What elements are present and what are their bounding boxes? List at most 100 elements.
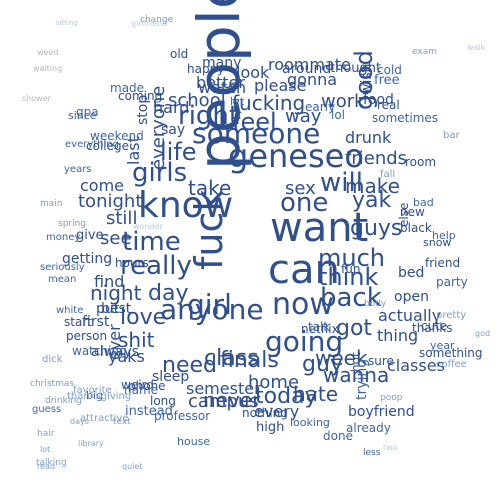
cloud-word: professor: [154, 409, 211, 423]
cloud-word: think: [318, 263, 379, 291]
cloud-word: bed: [398, 265, 425, 281]
cloud-word: many: [202, 55, 242, 71]
cloud-word: start: [64, 315, 92, 329]
cloud-word: look: [236, 63, 270, 82]
cloud-word: put: [96, 301, 120, 317]
cloud-word: girl: [187, 288, 232, 321]
cloud-word: right: [178, 101, 240, 131]
cloud-word: please: [254, 76, 307, 95]
cloud-word: black: [400, 221, 432, 235]
cloud-word: high: [256, 420, 285, 435]
cloud-word: god: [475, 329, 491, 338]
cloud-word: shower: [22, 94, 51, 103]
cloud-word: take: [188, 176, 232, 200]
cloud-word: sex: [285, 178, 316, 199]
cloud-word: person: [66, 329, 108, 343]
cloud-word: work: [321, 91, 365, 112]
cloud-word: year: [430, 339, 455, 352]
cloud-word: make: [345, 174, 400, 198]
cloud-word: girlfriend: [131, 19, 168, 28]
cloud-word: lol: [331, 108, 346, 122]
cloud-word: gonna: [287, 70, 338, 89]
cloud-word: geneseo: [228, 137, 364, 175]
cloud-word: coming: [118, 89, 163, 103]
cloud-word: first: [82, 314, 110, 330]
cloud-word: thought: [330, 61, 382, 76]
cloud-word: time: [122, 227, 181, 257]
cloud-word: money: [46, 232, 81, 243]
cloud-word: home: [248, 372, 300, 393]
cloud-word: watch: [198, 78, 247, 97]
cloud-word: day: [148, 281, 189, 306]
cloud-word: snow: [423, 236, 452, 249]
cloud-word: sure: [368, 354, 394, 368]
cloud-word: someone: [192, 117, 321, 150]
cloud-word: thanks: [412, 321, 453, 335]
cloud-word: girls: [132, 158, 188, 188]
cloud-word: coffee: [436, 359, 467, 370]
cloud-word: know: [138, 185, 234, 226]
cloud-word: feel: [232, 108, 277, 136]
cloud-word: guys: [350, 216, 403, 241]
cloud-word: love: [120, 305, 167, 330]
cloud-word: shit: [118, 328, 155, 352]
cloud-word: roommate: [268, 55, 351, 74]
cloud-word: already: [346, 421, 391, 435]
cloud-word: since: [68, 109, 97, 122]
cloud-word: weed: [37, 48, 59, 57]
cloud-word: read: [37, 462, 56, 471]
cloud-word: poop: [380, 393, 403, 403]
cloud-word: years: [64, 164, 92, 175]
cloud-word: dick: [42, 354, 63, 365]
cloud-word: christmas: [30, 379, 75, 389]
cloud-word: fall: [380, 169, 396, 180]
cloud-word: now: [272, 287, 334, 322]
cloud-word: got: [336, 316, 373, 341]
cloud-word: something: [419, 346, 483, 360]
cloud-word: text: [113, 417, 131, 427]
cloud-word: made: [110, 81, 145, 95]
cloud-word: way: [285, 106, 322, 127]
cloud-word: attractive: [80, 413, 129, 424]
cloud-word: guess: [32, 404, 62, 415]
cloud-word: seriously: [40, 262, 85, 273]
cloud-word: today: [255, 384, 318, 409]
cloud-word: done: [323, 429, 353, 443]
cloud-word: less: [363, 448, 381, 458]
cloud-word: fucking: [232, 91, 306, 115]
cloud-word: want: [270, 205, 369, 251]
cloud-word: real: [377, 98, 400, 112]
cloud-word: big: [86, 389, 104, 402]
cloud-word: food: [363, 92, 394, 108]
cloud-word: party: [436, 275, 468, 289]
cloud-word: hot: [349, 352, 363, 372]
cloud-word: everything: [65, 139, 119, 150]
cloud-word: campus: [188, 391, 259, 412]
cloud-word: find: [94, 272, 125, 291]
cloud-word: instead: [125, 404, 173, 419]
cloud-word: quiet: [122, 462, 143, 471]
cloud-word: wonder: [133, 222, 163, 231]
cloud-word: help: [432, 229, 456, 242]
cloud-word: come: [80, 176, 125, 195]
cloud-word: let: [230, 95, 245, 108]
cloud-word: change: [140, 15, 174, 25]
cloud-word: finals: [220, 348, 279, 373]
cloud-word: hate: [293, 382, 339, 406]
cloud-word: back: [320, 283, 382, 313]
cloud-word: semester: [186, 379, 261, 398]
cloud-word: sometimes: [372, 111, 439, 125]
cloud-word: never: [203, 388, 261, 412]
cloud-word: house: [177, 435, 211, 448]
cloud-word: free: [374, 73, 400, 88]
cloud-word: weekend: [90, 129, 144, 143]
cloud-word: long: [150, 394, 176, 408]
cloud-word: gpa: [76, 105, 99, 119]
cloud-word: mean: [48, 274, 77, 285]
cloud-word: say: [161, 122, 186, 138]
cloud-word: weird: [121, 378, 154, 392]
cloud-word: really: [120, 251, 192, 281]
cloud-word: bar: [443, 130, 460, 141]
cloud-word: pretty: [436, 310, 467, 321]
